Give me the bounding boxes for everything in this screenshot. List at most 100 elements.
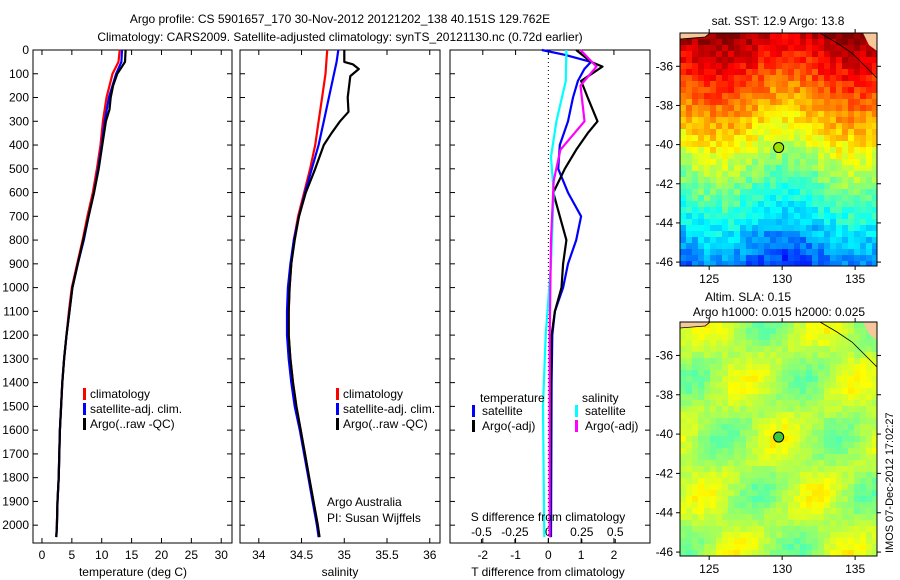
map-cell xyxy=(818,400,824,406)
map-cell xyxy=(776,340,782,346)
map-cell xyxy=(722,111,728,117)
map-cell xyxy=(728,231,734,237)
map-cell xyxy=(854,340,860,346)
map-cell xyxy=(716,400,722,406)
map-cell xyxy=(830,454,836,460)
map-cell xyxy=(842,105,848,111)
map-cell xyxy=(770,352,776,358)
map-cell xyxy=(704,418,710,424)
map-cell xyxy=(740,105,746,111)
map-cell xyxy=(782,394,788,400)
map-cell xyxy=(692,39,698,45)
map-cell xyxy=(728,394,734,400)
map-cell xyxy=(806,159,812,165)
y-tick-label: -44 xyxy=(656,216,674,230)
map-cell xyxy=(722,237,728,243)
map-cell xyxy=(728,225,734,231)
map-cell xyxy=(782,57,788,63)
map-cell xyxy=(782,532,788,538)
map-cell xyxy=(746,147,752,153)
map-cell xyxy=(824,117,830,123)
map-cell xyxy=(794,388,800,394)
map-cell xyxy=(722,418,728,424)
map-cell xyxy=(728,147,734,153)
map-cell xyxy=(680,478,686,484)
map-cell xyxy=(752,153,758,159)
map-cell xyxy=(806,352,812,358)
map-cell xyxy=(854,69,860,75)
map-cell xyxy=(866,189,872,195)
map-cell xyxy=(734,532,740,538)
map-cell xyxy=(854,45,860,51)
map-cell xyxy=(722,165,728,171)
map-cell xyxy=(842,153,848,159)
map-cell xyxy=(692,207,698,213)
map-cell xyxy=(836,322,842,328)
map-cell xyxy=(716,165,722,171)
map-cell xyxy=(704,478,710,484)
map-cell xyxy=(842,340,848,346)
map-cell xyxy=(680,195,686,201)
map-cell xyxy=(812,105,818,111)
map-cell xyxy=(830,370,836,376)
map-cell xyxy=(686,382,692,388)
map-cell xyxy=(680,526,686,532)
map-cell xyxy=(716,526,722,532)
map-cell xyxy=(734,117,740,123)
map-cell xyxy=(836,183,842,189)
credit-org: Argo Australia xyxy=(327,495,402,509)
map-cell xyxy=(686,231,692,237)
map-cell xyxy=(698,129,704,135)
map-cell xyxy=(788,201,794,207)
map-cell xyxy=(836,159,842,165)
map-cell xyxy=(776,165,782,171)
map-cell xyxy=(824,484,830,490)
map-cell xyxy=(740,520,746,526)
map-cell xyxy=(746,225,752,231)
map-cell xyxy=(836,45,842,51)
map-cell xyxy=(680,538,686,544)
map-cell xyxy=(746,75,752,81)
map-cell xyxy=(854,454,860,460)
map-cell xyxy=(830,382,836,388)
map-cell xyxy=(770,201,776,207)
map-cell xyxy=(764,177,770,183)
legend-label: satellite-adj. clim. xyxy=(90,402,182,416)
map-cell xyxy=(686,376,692,382)
map-cell xyxy=(728,195,734,201)
map-cell xyxy=(818,111,824,117)
map-cell xyxy=(848,165,854,171)
map-cell xyxy=(806,418,812,424)
map-cell xyxy=(872,99,877,105)
map-cell xyxy=(806,141,812,147)
map-cell xyxy=(806,135,812,141)
map-cell xyxy=(788,550,794,556)
map-cell xyxy=(812,129,818,135)
map-cell xyxy=(854,514,860,520)
map-cell xyxy=(854,364,860,370)
map-cell xyxy=(704,430,710,436)
map-cell xyxy=(824,165,830,171)
map-cell xyxy=(716,502,722,508)
map-cell xyxy=(836,51,842,57)
map-cell xyxy=(740,550,746,556)
map-cell xyxy=(710,51,716,57)
map-cell xyxy=(758,382,764,388)
map-cell xyxy=(740,51,746,57)
map-cell xyxy=(770,207,776,213)
map-frame xyxy=(679,321,878,557)
map-cell xyxy=(716,213,722,219)
map-cell xyxy=(776,550,782,556)
map-cell xyxy=(686,123,692,129)
map-cell xyxy=(788,87,794,93)
map-cell xyxy=(728,436,734,442)
map-cell xyxy=(800,430,806,436)
map-cell xyxy=(704,532,710,538)
map-cell xyxy=(746,261,752,266)
map-cell xyxy=(848,358,854,364)
map-cell xyxy=(704,550,710,556)
map-cell xyxy=(716,111,722,117)
map-cell xyxy=(836,69,842,75)
map-cell xyxy=(734,502,740,508)
map-cell xyxy=(806,231,812,237)
